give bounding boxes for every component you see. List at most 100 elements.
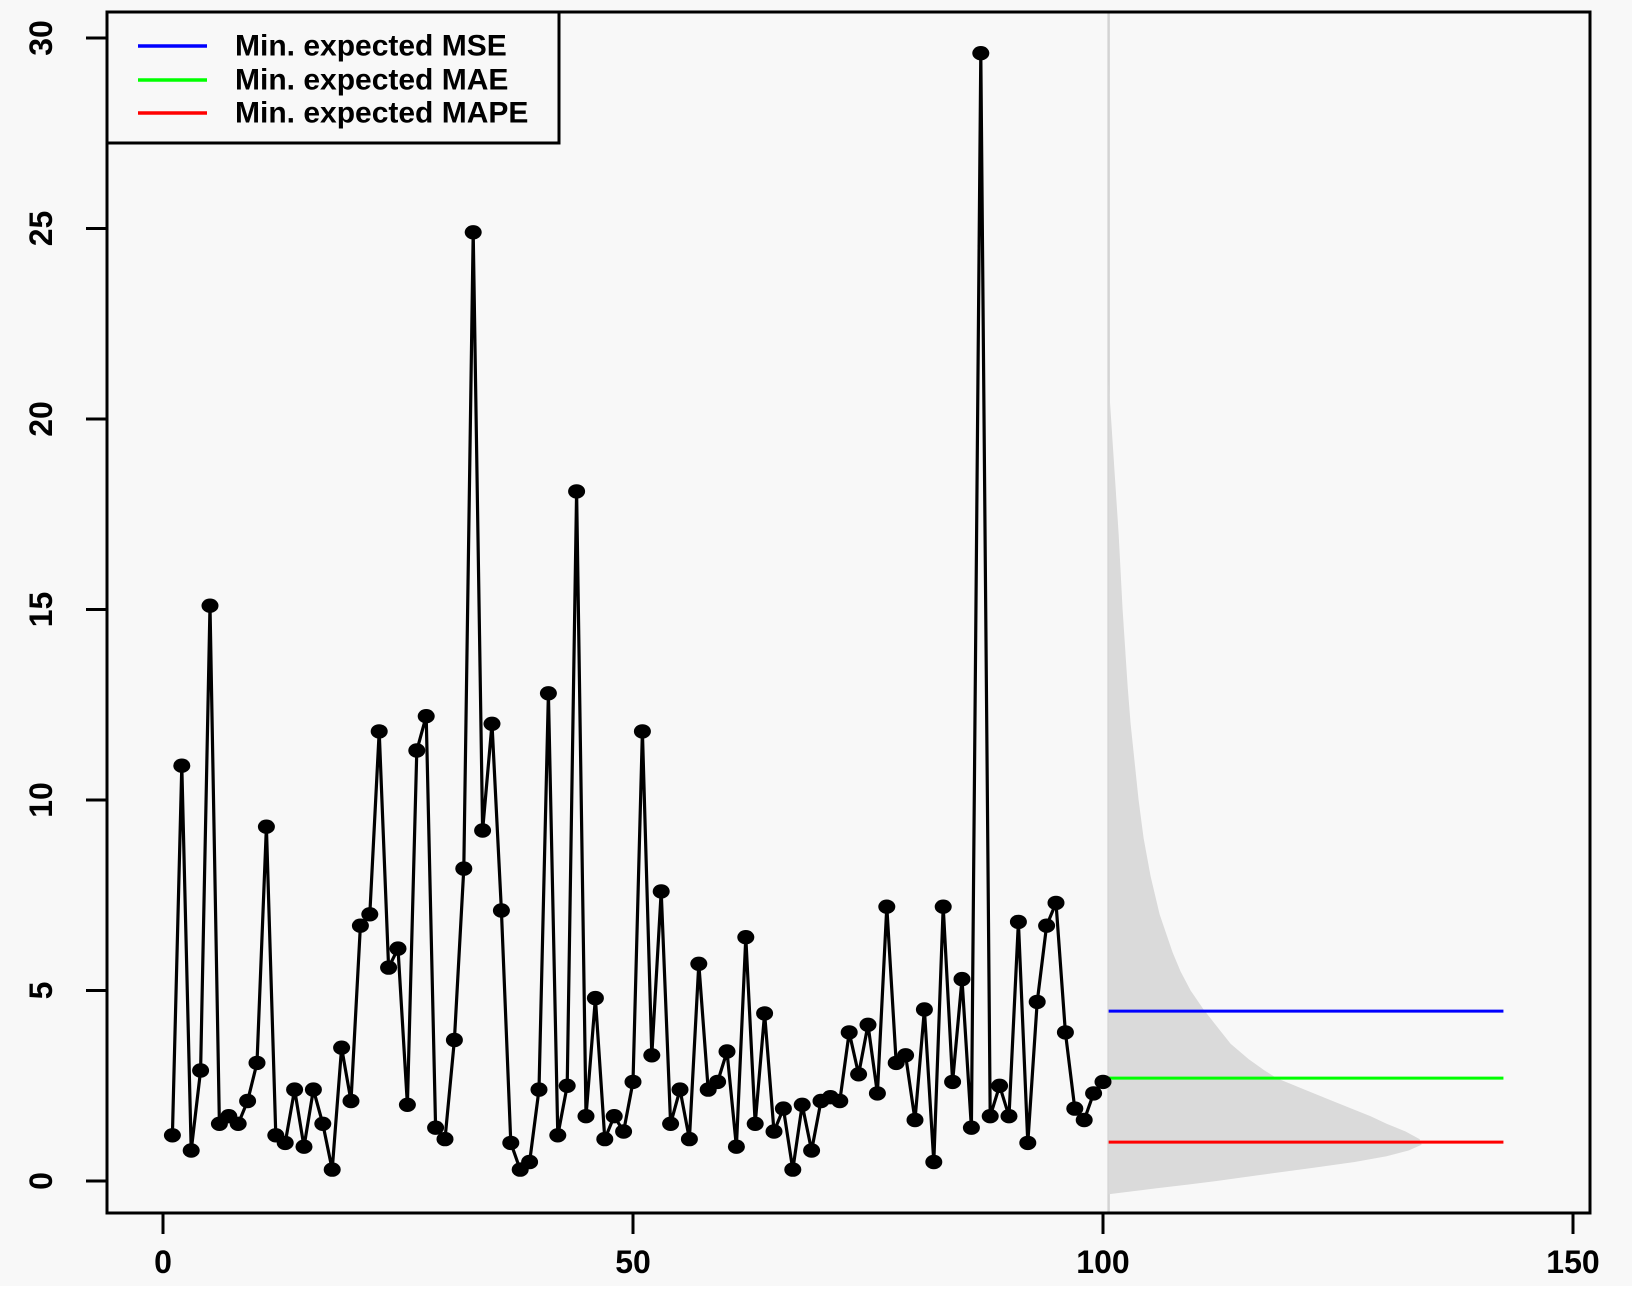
data-point xyxy=(784,1162,802,1177)
data-point xyxy=(502,1135,520,1151)
series-line xyxy=(170,51,1105,1172)
y-tick-label: 5 xyxy=(23,982,59,1000)
data-point xyxy=(596,1131,614,1147)
data-point xyxy=(445,1032,463,1048)
data-point xyxy=(248,1055,266,1071)
data-point xyxy=(370,724,388,739)
data-point xyxy=(690,956,708,971)
data-point xyxy=(991,1078,1009,1094)
data-point xyxy=(530,1082,548,1097)
data-point xyxy=(455,861,473,876)
data-point xyxy=(398,1097,416,1113)
data-point xyxy=(906,1112,924,1128)
data-point xyxy=(765,1124,783,1139)
data-point xyxy=(427,1120,445,1135)
data-point xyxy=(483,716,501,731)
y-tick-label: 30 xyxy=(23,20,59,56)
legend-box xyxy=(105,10,561,145)
x-tick-label: 0 xyxy=(154,1244,172,1280)
x-tick-label: 150 xyxy=(1546,1244,1599,1280)
data-point xyxy=(323,1162,341,1177)
data-point xyxy=(521,1154,539,1170)
data-point xyxy=(944,1074,962,1090)
data-point xyxy=(333,1040,351,1055)
y-tick-label: 25 xyxy=(23,211,59,247)
data-point xyxy=(605,1109,623,1124)
data-point xyxy=(1047,895,1065,911)
y-tick-label: 20 xyxy=(23,401,59,437)
data-point xyxy=(304,1082,322,1097)
data-point xyxy=(380,960,398,975)
data-point xyxy=(389,941,407,956)
data-point xyxy=(1038,918,1056,933)
data-point xyxy=(803,1143,821,1158)
x-tick-label: 50 xyxy=(615,1244,651,1280)
data-point xyxy=(201,598,219,613)
data-point xyxy=(295,1139,313,1154)
data-point xyxy=(624,1074,642,1090)
data-point xyxy=(1066,1101,1084,1116)
data-point xyxy=(840,1025,858,1040)
data-point xyxy=(972,46,990,61)
data-point xyxy=(756,1006,774,1021)
reference-lines-layer xyxy=(1108,1009,1504,1144)
data-point xyxy=(464,225,482,240)
data-point xyxy=(680,1131,698,1147)
data-point xyxy=(1056,1025,1074,1040)
data-point xyxy=(1094,1074,1112,1090)
data-point xyxy=(163,1128,181,1143)
data-point xyxy=(1028,994,1046,1010)
data-point xyxy=(774,1101,792,1116)
data-point xyxy=(934,899,952,914)
data-point xyxy=(897,1048,915,1063)
data-point xyxy=(549,1128,567,1143)
data-point xyxy=(737,930,755,945)
legend: Min. expected MSE Min. expected MAE Min.… xyxy=(105,10,561,145)
data-point xyxy=(558,1078,576,1094)
data-point xyxy=(568,484,586,499)
data-point xyxy=(850,1067,868,1082)
data-point xyxy=(239,1093,257,1109)
data-point xyxy=(492,903,510,918)
data-point xyxy=(229,1116,247,1132)
data-point xyxy=(793,1097,811,1113)
data-point xyxy=(709,1074,727,1090)
y-tick-label: 15 xyxy=(23,592,59,628)
data-point xyxy=(671,1082,689,1097)
y-tick-label: 0 xyxy=(23,1172,59,1190)
data-point xyxy=(342,1093,360,1109)
data-point xyxy=(417,709,435,724)
data-point xyxy=(718,1044,736,1059)
data-point xyxy=(643,1048,661,1063)
data-point xyxy=(351,918,369,933)
data-point xyxy=(878,899,896,914)
data-point xyxy=(615,1124,633,1139)
data-point xyxy=(408,743,426,758)
axes-layer: 0 50 100 150 0 5 10 15 20 25 30 xyxy=(23,20,1600,1280)
plot-border xyxy=(105,10,1592,1215)
data-point xyxy=(662,1116,680,1132)
data-point xyxy=(1085,1086,1103,1101)
data-point xyxy=(286,1082,304,1097)
legend-label-mae: Min. expected MAE xyxy=(235,64,508,97)
data-point xyxy=(586,990,604,1006)
data-point xyxy=(436,1131,454,1147)
data-point xyxy=(981,1109,999,1124)
series-layer xyxy=(163,46,1112,1177)
data-point xyxy=(173,758,191,773)
density-curve xyxy=(1108,380,1422,1195)
data-point xyxy=(868,1086,886,1101)
data-point xyxy=(276,1135,294,1151)
data-point xyxy=(314,1116,332,1132)
data-point xyxy=(257,819,275,834)
legend-label-mape: Min. expected MAPE xyxy=(235,97,528,130)
y-tick-label: 10 xyxy=(23,782,59,818)
data-point xyxy=(1019,1135,1037,1151)
data-point xyxy=(1075,1112,1093,1128)
data-point xyxy=(192,1063,210,1078)
data-point xyxy=(474,823,492,838)
density-layer xyxy=(1107,12,1422,1213)
